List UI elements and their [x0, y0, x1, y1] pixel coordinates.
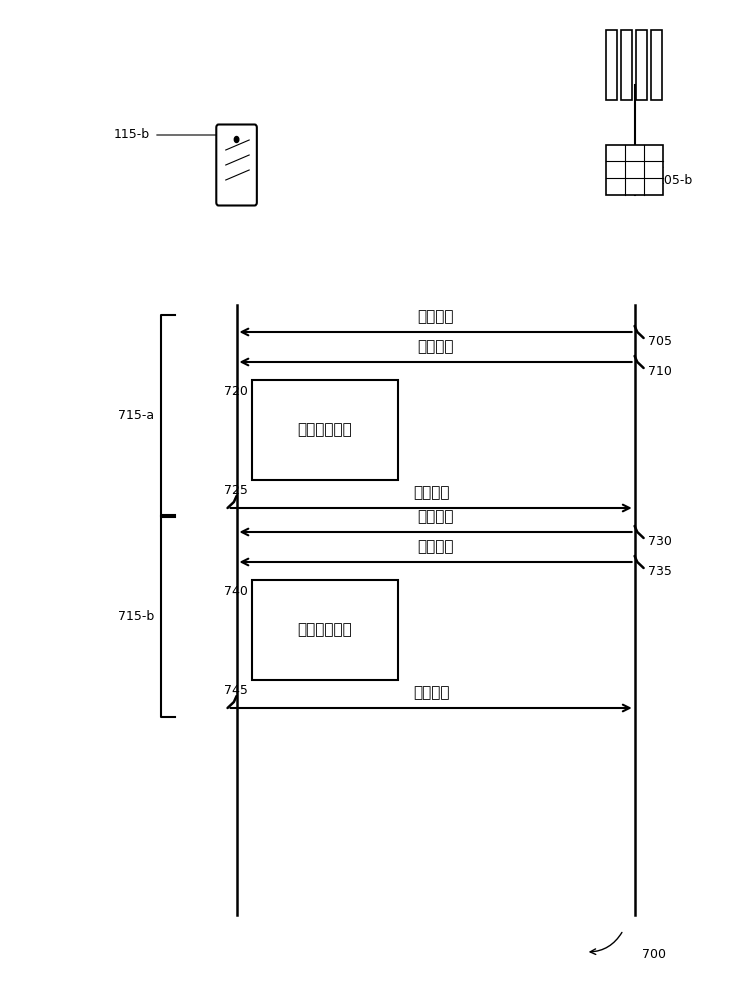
Text: 数据消息: 数据消息	[418, 539, 454, 554]
Text: 730: 730	[648, 535, 672, 548]
Text: 数据消息: 数据消息	[418, 339, 454, 354]
FancyBboxPatch shape	[621, 30, 632, 100]
Text: 反馈响应: 反馈响应	[413, 685, 449, 700]
Text: 确定反馈定时: 确定反馈定时	[297, 422, 352, 437]
Text: 确定反馈定时: 确定反馈定时	[297, 622, 352, 638]
Text: 705: 705	[648, 335, 672, 348]
Text: 710: 710	[648, 365, 672, 378]
Text: 反馈响应: 反馈响应	[413, 485, 449, 500]
Text: 控制消息: 控制消息	[418, 309, 454, 324]
Text: 105-b: 105-b	[657, 174, 693, 186]
Circle shape	[234, 137, 239, 143]
Text: 700: 700	[642, 948, 666, 962]
FancyBboxPatch shape	[216, 124, 257, 206]
Text: 715-a: 715-a	[118, 409, 154, 422]
FancyBboxPatch shape	[252, 580, 398, 680]
Text: 720: 720	[224, 385, 248, 398]
FancyBboxPatch shape	[651, 30, 662, 100]
Text: 740: 740	[224, 585, 248, 598]
Text: 115-b: 115-b	[114, 128, 150, 141]
FancyBboxPatch shape	[252, 380, 398, 480]
FancyBboxPatch shape	[606, 145, 663, 195]
FancyBboxPatch shape	[606, 30, 617, 100]
FancyBboxPatch shape	[636, 30, 647, 100]
Text: 715-b: 715-b	[118, 609, 154, 622]
Text: 725: 725	[224, 484, 248, 497]
FancyArrowPatch shape	[590, 932, 622, 954]
Text: 控制消息: 控制消息	[418, 509, 454, 524]
Text: 735: 735	[648, 565, 672, 578]
Text: 745: 745	[224, 684, 248, 697]
